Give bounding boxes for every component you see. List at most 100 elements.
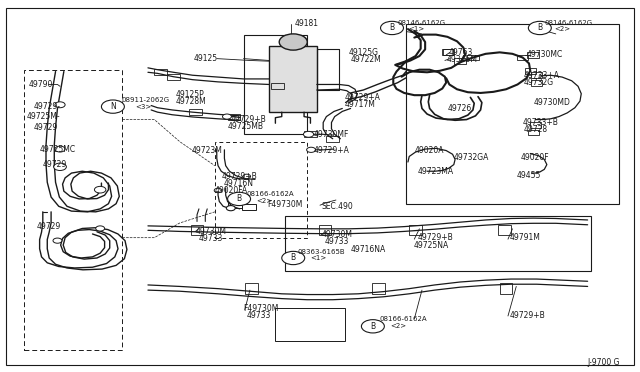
Bar bbox=[409, 225, 422, 235]
Text: 49728M: 49728M bbox=[175, 97, 206, 106]
Text: <1>: <1> bbox=[310, 255, 326, 262]
Text: F49730M: F49730M bbox=[244, 304, 279, 314]
Bar bbox=[275, 308, 346, 341]
Circle shape bbox=[101, 100, 124, 113]
Bar bbox=[285, 215, 591, 271]
Text: 49730MD: 49730MD bbox=[534, 99, 570, 108]
Text: <1>: <1> bbox=[408, 26, 424, 32]
Text: 49733+B: 49733+B bbox=[523, 118, 559, 127]
Circle shape bbox=[214, 188, 222, 193]
Text: 49716N: 49716N bbox=[223, 179, 253, 188]
Bar bbox=[326, 136, 339, 142]
Text: <2>: <2> bbox=[554, 26, 571, 32]
Circle shape bbox=[381, 21, 403, 35]
Bar bbox=[499, 225, 511, 235]
Text: 49125: 49125 bbox=[194, 54, 218, 63]
Text: 49733: 49733 bbox=[199, 234, 223, 243]
Text: 49723MA: 49723MA bbox=[417, 167, 454, 176]
Bar bbox=[269, 46, 317, 112]
Text: B: B bbox=[390, 23, 395, 32]
Bar bbox=[517, 55, 529, 61]
Bar bbox=[528, 129, 540, 135]
Bar bbox=[304, 131, 317, 137]
Text: 49725MC: 49725MC bbox=[40, 145, 76, 154]
Text: 49728: 49728 bbox=[524, 125, 548, 134]
Text: B: B bbox=[291, 253, 296, 263]
Circle shape bbox=[228, 192, 250, 206]
Bar bbox=[24, 70, 122, 350]
Bar bbox=[442, 49, 453, 55]
Bar bbox=[372, 283, 385, 294]
Bar bbox=[531, 80, 542, 86]
Bar bbox=[527, 52, 539, 58]
Bar bbox=[246, 283, 258, 294]
Text: 49717M: 49717M bbox=[344, 100, 375, 109]
Text: B: B bbox=[371, 322, 376, 331]
Text: 49725MB: 49725MB bbox=[228, 122, 264, 131]
Text: 49725NA: 49725NA bbox=[413, 241, 449, 250]
Text: SEC.490: SEC.490 bbox=[321, 202, 353, 211]
Text: <3>: <3> bbox=[135, 104, 152, 110]
Bar bbox=[191, 225, 204, 235]
Text: 49729+B: 49729+B bbox=[509, 311, 545, 320]
Text: 49020FA: 49020FA bbox=[215, 186, 248, 195]
Text: 08166-6162A: 08166-6162A bbox=[246, 191, 294, 197]
Text: 49730M: 49730M bbox=[196, 227, 227, 235]
Bar bbox=[215, 142, 307, 238]
Text: 49345M: 49345M bbox=[446, 55, 477, 64]
Text: 08146-6162G: 08146-6162G bbox=[397, 20, 446, 26]
Text: 49732G: 49732G bbox=[524, 78, 554, 87]
Bar bbox=[319, 225, 332, 235]
Text: 08146-6162G: 08146-6162G bbox=[544, 20, 593, 26]
Bar bbox=[531, 72, 542, 78]
Text: 49790: 49790 bbox=[28, 80, 52, 89]
Bar bbox=[530, 122, 541, 128]
Text: 49455: 49455 bbox=[516, 171, 541, 180]
Text: 49729: 49729 bbox=[43, 160, 67, 169]
Text: 08363-6165B: 08363-6165B bbox=[298, 249, 346, 255]
Circle shape bbox=[303, 131, 314, 137]
Text: 49181: 49181 bbox=[294, 19, 319, 28]
Bar bbox=[228, 202, 243, 208]
Circle shape bbox=[96, 226, 104, 231]
Text: 49729: 49729 bbox=[33, 123, 58, 132]
Text: 49730MF: 49730MF bbox=[314, 130, 349, 139]
Circle shape bbox=[53, 238, 62, 243]
Circle shape bbox=[55, 102, 65, 108]
Text: 49733+A: 49733+A bbox=[524, 71, 560, 80]
Text: 49730MC: 49730MC bbox=[527, 51, 563, 60]
Text: 49722M: 49722M bbox=[351, 55, 381, 64]
Bar bbox=[228, 113, 241, 119]
Text: 49729+A: 49729+A bbox=[314, 146, 349, 155]
Text: 49729-: 49729- bbox=[33, 102, 60, 111]
Circle shape bbox=[223, 114, 232, 119]
Bar bbox=[443, 49, 454, 55]
Circle shape bbox=[362, 320, 385, 333]
Bar bbox=[189, 109, 202, 115]
Text: 49763: 49763 bbox=[449, 48, 473, 57]
Circle shape bbox=[243, 174, 250, 179]
Bar bbox=[406, 23, 620, 205]
Bar bbox=[467, 55, 479, 61]
Circle shape bbox=[529, 21, 551, 35]
Text: 49729+B: 49729+B bbox=[221, 172, 257, 181]
Bar bbox=[271, 83, 284, 89]
Text: 49716NA: 49716NA bbox=[351, 245, 386, 254]
Circle shape bbox=[307, 147, 316, 153]
Text: 49125P: 49125P bbox=[175, 90, 204, 99]
Text: 49730M: 49730M bbox=[322, 230, 353, 239]
Text: 49733: 49733 bbox=[246, 311, 271, 320]
Text: <2>: <2> bbox=[390, 323, 406, 328]
Circle shape bbox=[282, 251, 305, 264]
Text: 49729+B: 49729+B bbox=[231, 115, 266, 124]
Text: 49723M: 49723M bbox=[191, 146, 222, 155]
Bar bbox=[244, 35, 307, 134]
Text: 49732GA: 49732GA bbox=[454, 153, 489, 162]
Bar bbox=[500, 283, 513, 294]
Text: 49020F: 49020F bbox=[521, 153, 549, 162]
Circle shape bbox=[54, 163, 67, 170]
Circle shape bbox=[55, 146, 65, 152]
Circle shape bbox=[95, 186, 106, 193]
Circle shape bbox=[279, 34, 307, 50]
Text: B: B bbox=[537, 23, 543, 32]
